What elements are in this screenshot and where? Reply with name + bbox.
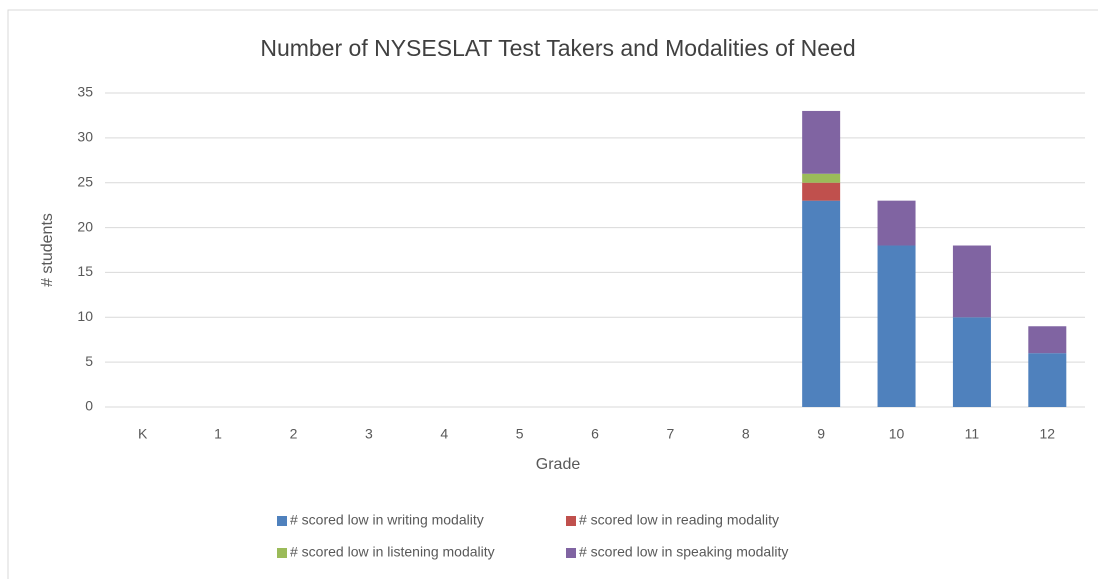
chart-title: Number of NYSESLAT Test Takers and Modal… (260, 35, 855, 61)
bar-segment (802, 173, 841, 183)
chart-frame (7, 9, 1098, 579)
bar-segment (1028, 353, 1067, 407)
x-tick-label: 7 (666, 426, 674, 442)
x-tick-label: 10 (889, 426, 905, 442)
x-tick-label: 2 (290, 426, 298, 442)
y-tick-label: 35 (77, 84, 93, 100)
legend-swatch (566, 548, 576, 558)
x-tick-label: 1 (214, 426, 222, 442)
legend-label: # scored low in listening modality (290, 544, 495, 560)
bar-segment (952, 245, 991, 318)
x-tick-label: 4 (440, 426, 448, 442)
x-tick-label: 6 (591, 426, 599, 442)
bar-segment (802, 182, 841, 201)
x-tick-label: 12 (1040, 426, 1056, 442)
x-tick-label: K (138, 426, 148, 442)
x-tick-label: 9 (817, 426, 825, 442)
x-tick-label: 8 (742, 426, 750, 442)
legend-label: # scored low in writing modality (290, 512, 484, 528)
y-tick-label: 30 (77, 129, 93, 145)
y-tick-label: 10 (77, 308, 93, 324)
y-tick-label: 0 (85, 398, 93, 414)
bar-segment (802, 200, 841, 407)
x-tick-label: 5 (516, 426, 524, 442)
legend-label: # scored low in speaking modality (579, 544, 788, 560)
bar-segment (877, 245, 916, 407)
bar-segment (802, 110, 841, 174)
legend-swatch (277, 548, 287, 558)
legend-swatch (566, 516, 576, 526)
y-tick-label: 20 (77, 218, 93, 234)
y-axis-title: # students (39, 213, 56, 287)
y-tick-label: 15 (77, 263, 93, 279)
legend-label: # scored low in reading modality (579, 512, 779, 528)
x-tick-label: 3 (365, 426, 373, 442)
legend-swatch (277, 516, 287, 526)
x-axis-title: Grade (536, 456, 581, 473)
bar-segment (1028, 326, 1067, 354)
bar-segment (952, 317, 991, 407)
y-tick-label: 25 (77, 173, 93, 189)
bar-segment (877, 200, 916, 246)
x-tick-label: 11 (965, 426, 980, 442)
y-tick-label: 5 (85, 353, 93, 369)
